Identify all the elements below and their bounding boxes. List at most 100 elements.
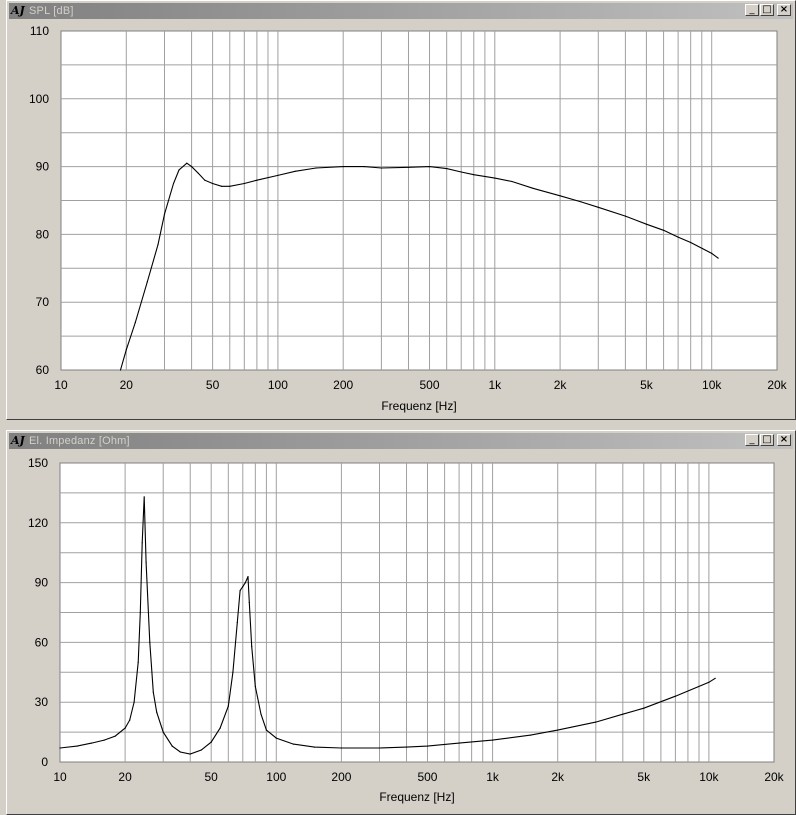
data-point (580, 201, 582, 203)
x-tick-label: 200 (331, 770, 351, 784)
data-point (227, 705, 229, 707)
data-point (137, 661, 139, 663)
data-point (221, 185, 223, 187)
close-button[interactable]: × (777, 434, 791, 446)
x-axis-title: Frequenz [Hz] (381, 399, 456, 413)
data-point (243, 182, 245, 185)
impedance-window-title: El. Impedanz [Ohm] (29, 435, 130, 447)
data-point (59, 747, 61, 749)
minimize-button[interactable]: _ (745, 4, 759, 16)
data-point (229, 185, 231, 187)
data-point (277, 174, 279, 176)
data-point (189, 753, 191, 755)
data-point (248, 601, 250, 604)
data-point (156, 711, 158, 713)
impedance-titlebar[interactable]: AJ El. Impedanz [Ohm] _ □ × (9, 433, 793, 449)
data-point (129, 719, 131, 721)
y-tick-label: 60 (36, 363, 50, 377)
data-point (492, 739, 494, 741)
x-tick-label: 5k (637, 770, 651, 784)
spl-titlebar[interactable]: AJ SPL [dB] _ □ × (9, 3, 793, 19)
data-point (146, 281, 148, 283)
x-tick-label: 20 (118, 770, 132, 784)
minimize-button[interactable]: _ (745, 434, 759, 446)
x-tick-label: 50 (206, 378, 220, 392)
data-point (244, 582, 246, 584)
data-point (473, 174, 475, 176)
x-tick-label: 20k (767, 378, 787, 392)
data-point (179, 751, 181, 753)
data-point (124, 727, 126, 729)
data-point (294, 170, 296, 172)
data-point (460, 171, 462, 173)
y-tick-label: 0 (41, 755, 48, 769)
data-point (378, 747, 381, 749)
data-point (315, 167, 317, 169)
data-point (204, 179, 206, 181)
data-point (532, 187, 534, 189)
data-point (251, 645, 253, 647)
data-point (76, 745, 78, 747)
data-point (717, 257, 719, 259)
x-tick-label: 100 (266, 770, 286, 784)
data-point (428, 166, 431, 168)
data-point (210, 741, 212, 743)
data-point (511, 180, 513, 183)
spl-window: AJ SPL [dB] _ □ × 60 70 80 90 100 110 10 20 50 10… (6, 0, 796, 420)
data-point (559, 195, 561, 197)
x-tick-label: 200 (333, 378, 353, 392)
x-tick-label: 10k (699, 770, 719, 784)
x-tick-label: 5k (640, 378, 654, 392)
data-point (171, 745, 173, 747)
data-point (624, 215, 627, 217)
data-point (242, 586, 244, 588)
x-tick-label: 10 (53, 770, 67, 784)
data-point (133, 701, 135, 703)
data-point (690, 241, 692, 244)
data-point (342, 166, 344, 168)
data-point (191, 166, 193, 168)
data-point (125, 349, 127, 351)
data-point (200, 749, 202, 751)
data-point (143, 496, 145, 498)
data-point (247, 576, 249, 578)
maximize-button[interactable]: □ (760, 434, 774, 446)
x-tick-label: 2k (551, 770, 565, 784)
data-point (643, 707, 645, 709)
x-tick-label: 500 (419, 378, 439, 392)
data-point (313, 746, 315, 748)
data-point (557, 729, 559, 731)
y-tick-label: 70 (36, 295, 50, 309)
maximize-button[interactable]: □ (760, 4, 774, 16)
data-point (212, 182, 214, 185)
impedance-chart: 0 30 60 90 120 150 10 20 50 100 200 500 1k 2k 5k 10k 20k… (28, 456, 785, 804)
data-point (426, 745, 429, 747)
y-tick-label: 120 (28, 516, 48, 530)
data-point (141, 542, 143, 544)
data-point (663, 229, 665, 231)
data-point (595, 721, 597, 723)
y-tick-label: 90 (35, 576, 49, 590)
data-point (446, 168, 448, 170)
data-point (407, 166, 410, 168)
x-tick-label: 50 (205, 770, 219, 784)
data-point (292, 743, 294, 745)
x-tick-label: 1k (488, 378, 502, 392)
data-point (714, 677, 716, 679)
y-tick-label: 100 (29, 92, 49, 106)
data-point (677, 236, 679, 238)
data-point (340, 747, 342, 749)
x-tick-label: 1k (486, 770, 500, 784)
x-tick-label: 10k (702, 378, 722, 392)
data-point (494, 177, 496, 179)
data-point (674, 695, 677, 697)
data-point (275, 737, 277, 739)
x-tick-label: 20 (120, 378, 134, 392)
y-tick-label: 150 (28, 456, 48, 470)
close-button[interactable]: × (777, 4, 791, 16)
data-point (458, 742, 460, 744)
data-point (186, 162, 188, 164)
data-point (119, 369, 122, 371)
data-point (157, 244, 159, 246)
data-point (145, 562, 147, 564)
